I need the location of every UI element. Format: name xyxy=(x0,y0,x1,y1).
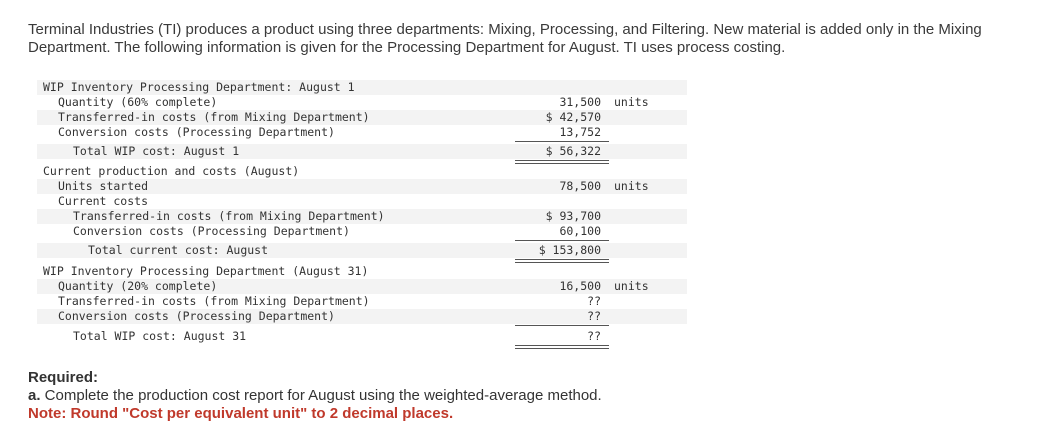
row-label: Transferred-in costs (from Mixing Depart… xyxy=(58,294,370,308)
required-part-a: a. Complete the production cost report f… xyxy=(28,387,928,405)
row-amount: $ 56,322 xyxy=(545,144,601,158)
row-label: Transferred-in costs (from Mixing Depart… xyxy=(73,209,385,223)
subtotal-underline xyxy=(515,240,609,241)
row-label: Current production and costs (August) xyxy=(43,164,300,178)
row-label: Conversion costs (Processing Department) xyxy=(58,125,335,139)
rounding-note: Note: Round "Cost per equivalent unit" t… xyxy=(28,405,454,422)
row-amount: $ 42,570 xyxy=(545,110,601,124)
row-label: Quantity (60% complete) xyxy=(58,95,218,109)
row-label: Conversion costs (Processing Department) xyxy=(73,224,350,238)
table-row: Total WIP cost: August 31 ?? xyxy=(37,329,687,344)
problem-intro: Terminal Industries (TI) produces a prod… xyxy=(28,21,982,56)
row-amount: 16,500 xyxy=(559,279,601,293)
table-row: Total WIP cost: August 1 $ 56,322 xyxy=(37,144,687,159)
table-row: WIP Inventory Processing Department (Aug… xyxy=(37,264,687,279)
table-row: Transferred-in costs (from Mixing Depart… xyxy=(37,110,687,125)
subtotal-underline xyxy=(515,141,609,142)
row-unit: units xyxy=(614,179,649,193)
total-double-underline xyxy=(515,259,609,263)
required-section: Required: a. Complete the production cos… xyxy=(28,369,928,423)
row-label: Total WIP cost: August 1 xyxy=(73,144,240,158)
table-row: Conversion costs (Processing Department)… xyxy=(37,309,687,324)
row-label: WIP Inventory Processing Department: Aug… xyxy=(43,80,355,94)
table-row: Transferred-in costs (from Mixing Depart… xyxy=(37,209,687,224)
table-row: Conversion costs (Processing Department)… xyxy=(37,125,687,140)
row-label: Transferred-in costs (from Mixing Depart… xyxy=(58,110,370,124)
required-heading: Required: xyxy=(28,369,99,386)
table-row: Current production and costs (August) xyxy=(37,164,687,179)
table-row: Total current cost: August $ 153,800 xyxy=(37,243,687,258)
cost-data-table: WIP Inventory Processing Department: Aug… xyxy=(37,80,687,350)
row-label: Total WIP cost: August 31 xyxy=(73,329,247,343)
row-amount: ?? xyxy=(587,309,601,323)
row-label: Current costs xyxy=(58,194,149,208)
table-row: Quantity (20% complete) 16,500 units xyxy=(37,279,687,294)
part-text: Complete the production cost report for … xyxy=(40,387,602,404)
row-unit: units xyxy=(614,279,649,293)
row-amount: ?? xyxy=(587,329,601,343)
row-amount: 78,500 xyxy=(559,179,601,193)
row-label: Conversion costs (Processing Department) xyxy=(58,309,335,323)
row-unit: units xyxy=(614,95,649,109)
row-amount: $ 153,800 xyxy=(538,243,601,257)
table-row: Quantity (60% complete) 31,500 units xyxy=(37,95,687,110)
row-amount: $ 93,700 xyxy=(545,209,601,223)
table-row: Units started 78,500 units xyxy=(37,179,687,194)
row-label: Quantity (20% complete) xyxy=(58,279,218,293)
row-amount: 60,100 xyxy=(559,224,601,238)
table-row: Current costs xyxy=(37,194,687,209)
table-row: Conversion costs (Processing Department)… xyxy=(37,224,687,239)
total-double-underline xyxy=(515,160,609,164)
row-label: Units started xyxy=(58,179,149,193)
row-label: Total current cost: August xyxy=(88,243,269,257)
row-amount: 13,752 xyxy=(559,125,601,139)
part-letter: a. xyxy=(28,387,41,404)
row-label: WIP Inventory Processing Department (Aug… xyxy=(43,264,369,278)
subtotal-underline xyxy=(515,325,609,326)
table-row: Transferred-in costs (from Mixing Depart… xyxy=(37,294,687,309)
total-double-underline xyxy=(515,345,609,349)
row-amount: 31,500 xyxy=(559,95,601,109)
row-amount: ?? xyxy=(587,294,601,308)
table-row: WIP Inventory Processing Department: Aug… xyxy=(37,80,687,95)
